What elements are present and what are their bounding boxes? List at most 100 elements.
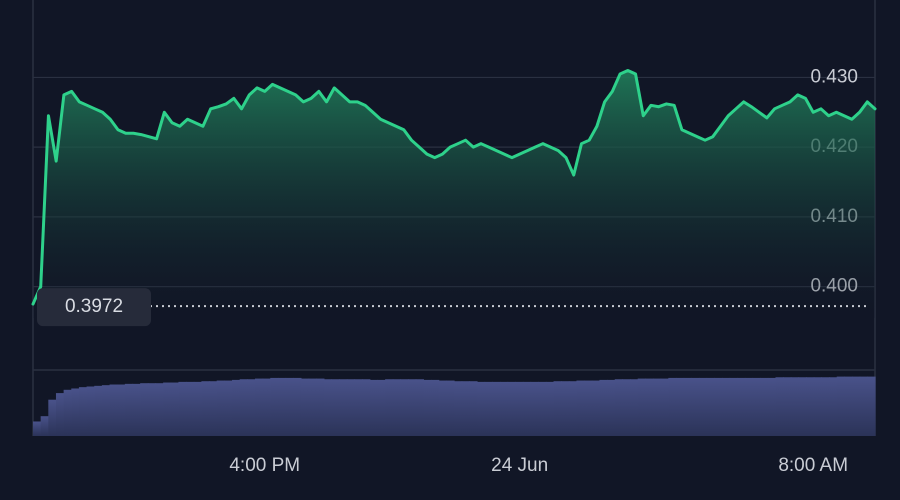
volume-bar xyxy=(339,379,348,436)
volume-bar xyxy=(147,383,157,436)
volume-bar xyxy=(277,377,287,436)
volume-bar xyxy=(155,383,164,436)
volume-bar xyxy=(584,380,593,436)
volume-bar xyxy=(300,378,310,436)
volume-bar xyxy=(193,381,202,436)
volume-bar xyxy=(752,377,761,436)
volume-bar xyxy=(645,378,654,436)
volume-bar xyxy=(653,378,662,436)
volume-bar xyxy=(285,377,294,436)
x-axis-labels: 4:00 PM 24 Jun 8:00 AM xyxy=(229,455,848,476)
volume-bar xyxy=(844,376,853,436)
volume-bar xyxy=(415,379,424,436)
volume-bar xyxy=(737,377,746,436)
volume-bar xyxy=(522,381,532,436)
volume-bar xyxy=(798,377,807,436)
volume-bar xyxy=(86,386,95,436)
volume-bar xyxy=(675,377,685,436)
volume-bar xyxy=(507,381,516,436)
volume-bar xyxy=(331,379,340,436)
volume-bar xyxy=(33,421,42,436)
volume-bar xyxy=(499,381,509,436)
volume-bar xyxy=(469,381,478,436)
volume-bar xyxy=(270,377,279,436)
volume-bar xyxy=(790,377,800,436)
volume-bar xyxy=(813,377,823,436)
volume-bar xyxy=(438,380,447,436)
volume-bar xyxy=(461,381,470,436)
volume-bar xyxy=(836,376,845,436)
volume-bar xyxy=(132,383,141,436)
volume-bar xyxy=(698,377,708,436)
volume-bar xyxy=(117,384,126,436)
volume-bar xyxy=(492,381,501,436)
volume-bar xyxy=(867,376,876,436)
volume-bar xyxy=(576,380,585,436)
volume-bar xyxy=(637,378,646,436)
current-price-label: 0.3972 xyxy=(65,296,123,317)
volume-bar xyxy=(346,379,356,436)
volume-bar xyxy=(316,378,325,436)
volume-bar xyxy=(859,376,868,436)
volume-bar xyxy=(454,381,463,436)
volume-bar xyxy=(216,380,225,436)
volume-bar xyxy=(385,379,394,436)
x-tick-label: 4:00 PM xyxy=(229,455,300,476)
volume-bar xyxy=(660,378,669,436)
volume-bar xyxy=(714,377,723,436)
volume-bar xyxy=(55,393,65,436)
volume-bar xyxy=(599,379,608,436)
volume-bar xyxy=(232,379,241,436)
volume-bar xyxy=(668,377,677,436)
volume-bar xyxy=(767,377,777,436)
volume-bar xyxy=(852,376,861,436)
volume-bar xyxy=(591,380,601,436)
volume-bar xyxy=(209,381,218,436)
volume-bar xyxy=(170,382,180,436)
volume-bar xyxy=(63,389,72,436)
price-line xyxy=(31,68,877,306)
volume-bar xyxy=(622,379,631,436)
volume-bar xyxy=(262,378,271,436)
volume-bar xyxy=(354,379,363,436)
volume-bar xyxy=(201,381,210,436)
volume-bar xyxy=(484,381,493,436)
current-price-badge: 0.3972 xyxy=(37,288,151,327)
volume-bar xyxy=(783,377,792,436)
volume-bar xyxy=(224,380,233,436)
volume-bar xyxy=(293,377,302,436)
volume-bar xyxy=(561,381,570,436)
volume-bar xyxy=(476,381,486,436)
x-tick-label: 24 Jun xyxy=(491,455,548,476)
volume-bar xyxy=(760,377,769,436)
volume-bar xyxy=(392,379,402,436)
volume-bar xyxy=(40,416,49,436)
volume-bar xyxy=(323,379,333,436)
volume-bar xyxy=(829,377,838,436)
volume-bar xyxy=(423,379,432,436)
volume-bar xyxy=(78,387,88,436)
volume-bar xyxy=(530,381,539,436)
volume-bar xyxy=(362,379,371,436)
volume-bar xyxy=(94,385,103,436)
volume-bar xyxy=(247,379,256,436)
price-area xyxy=(33,70,875,319)
volume-bar xyxy=(71,388,80,436)
y-tick-label: 0.430 xyxy=(810,66,858,87)
volume-bar xyxy=(254,378,264,436)
volume-bar xyxy=(691,377,700,436)
volume-bar xyxy=(806,377,815,436)
volume-bar xyxy=(431,379,440,436)
volume-bar xyxy=(729,377,738,436)
volume-bar xyxy=(568,381,578,436)
volume-bar xyxy=(377,379,386,436)
volume-bar xyxy=(775,377,784,436)
volume-bar xyxy=(178,381,187,436)
volume-bar xyxy=(683,377,692,436)
volume-bar xyxy=(607,379,616,436)
volume-bar xyxy=(721,377,731,436)
volume-bars xyxy=(33,376,876,436)
volume-bar xyxy=(400,379,409,436)
x-tick-label: 8:00 AM xyxy=(778,455,848,476)
